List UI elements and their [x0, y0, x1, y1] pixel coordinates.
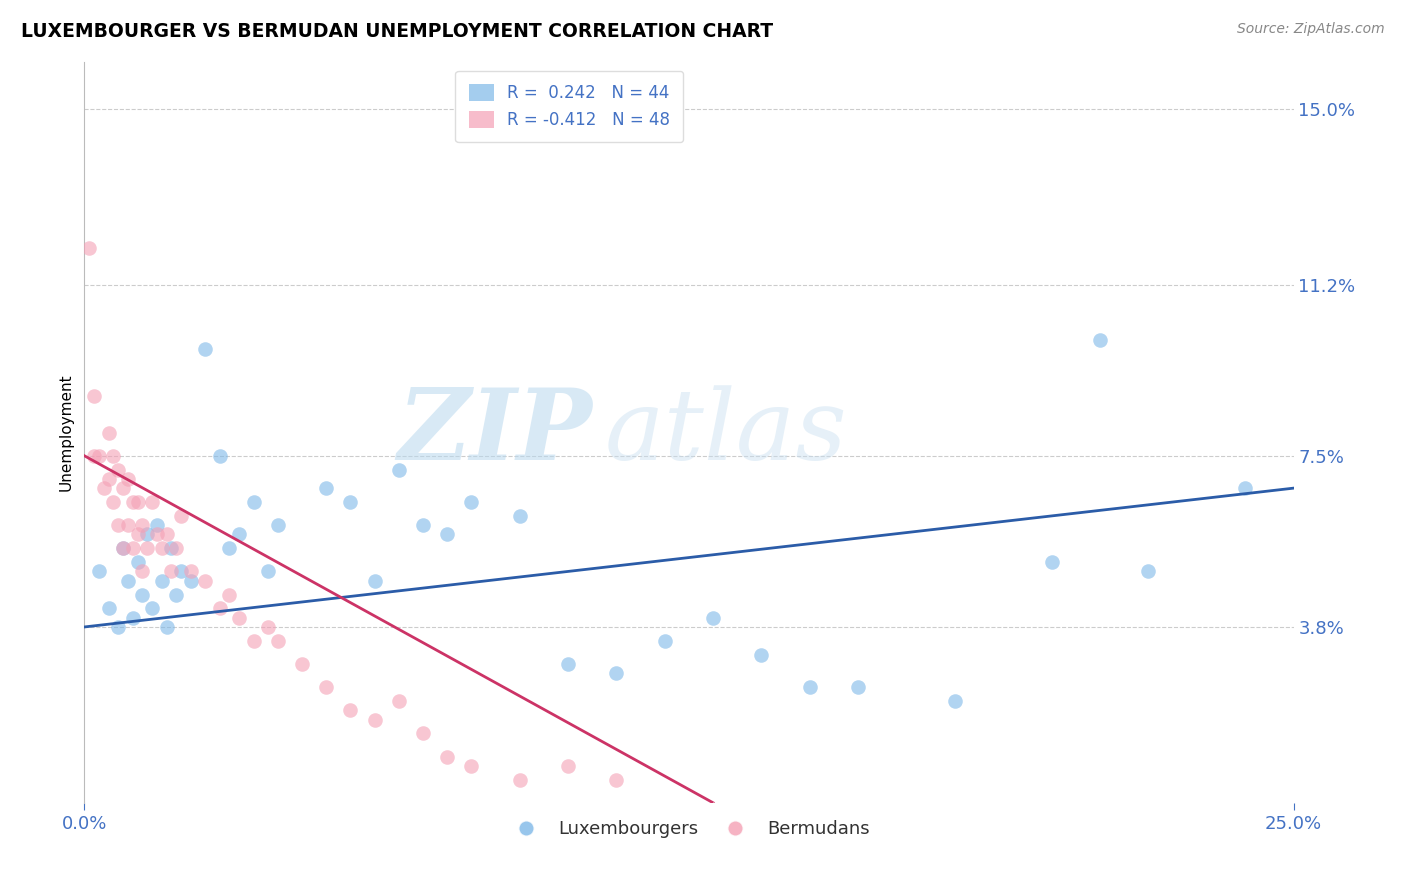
Point — [228, 611, 250, 625]
Text: LUXEMBOURGER VS BERMUDAN UNEMPLOYMENT CORRELATION CHART: LUXEMBOURGER VS BERMUDAN UNEMPLOYMENT CO… — [21, 22, 773, 41]
Point — [131, 588, 153, 602]
Point — [654, 633, 676, 648]
Point — [127, 555, 149, 569]
Point — [194, 574, 217, 588]
Point — [943, 694, 966, 708]
Point — [103, 495, 125, 509]
Point — [165, 541, 187, 556]
Text: atlas: atlas — [605, 385, 846, 480]
Point — [242, 495, 264, 509]
Point — [1137, 565, 1160, 579]
Point — [1040, 555, 1063, 569]
Point — [1088, 333, 1111, 347]
Point — [267, 633, 290, 648]
Point — [846, 680, 869, 694]
Point — [257, 620, 280, 634]
Point — [257, 565, 280, 579]
Point — [136, 527, 159, 541]
Point — [170, 565, 193, 579]
Point — [388, 694, 411, 708]
Point — [136, 541, 159, 556]
Point — [83, 389, 105, 403]
Point — [150, 574, 173, 588]
Point — [141, 601, 163, 615]
Point — [121, 611, 143, 625]
Point — [87, 565, 110, 579]
Point — [146, 527, 169, 541]
Point — [107, 518, 129, 533]
Point — [291, 657, 314, 671]
Point — [112, 541, 135, 556]
Point — [117, 574, 139, 588]
Point — [131, 565, 153, 579]
Point — [799, 680, 821, 694]
Legend: Luxembourgers, Bermudans: Luxembourgers, Bermudans — [501, 814, 877, 846]
Point — [208, 449, 231, 463]
Point — [267, 518, 290, 533]
Point — [97, 425, 120, 440]
Point — [208, 601, 231, 615]
Point — [107, 463, 129, 477]
Point — [150, 541, 173, 556]
Point — [103, 449, 125, 463]
Point — [509, 772, 531, 787]
Point — [97, 601, 120, 615]
Point — [605, 772, 627, 787]
Point — [160, 541, 183, 556]
Point — [127, 495, 149, 509]
Point — [112, 481, 135, 495]
Point — [557, 657, 579, 671]
Point — [751, 648, 773, 662]
Point — [155, 620, 177, 634]
Text: Source: ZipAtlas.com: Source: ZipAtlas.com — [1237, 22, 1385, 37]
Point — [117, 472, 139, 486]
Point — [121, 541, 143, 556]
Point — [93, 481, 115, 495]
Point — [436, 749, 458, 764]
Point — [228, 527, 250, 541]
Point — [180, 565, 202, 579]
Point — [97, 472, 120, 486]
Point — [141, 495, 163, 509]
Point — [127, 527, 149, 541]
Point — [363, 713, 385, 727]
Point — [315, 680, 337, 694]
Point — [242, 633, 264, 648]
Point — [180, 574, 202, 588]
Point — [1234, 481, 1257, 495]
Point — [83, 449, 105, 463]
Point — [146, 518, 169, 533]
Point — [339, 495, 361, 509]
Point — [117, 518, 139, 533]
Point — [131, 518, 153, 533]
Point — [165, 588, 187, 602]
Point — [112, 541, 135, 556]
Point — [363, 574, 385, 588]
Point — [194, 343, 217, 357]
Point — [412, 518, 434, 533]
Point — [87, 449, 110, 463]
Point — [160, 565, 183, 579]
Point — [509, 508, 531, 523]
Point — [436, 527, 458, 541]
Point — [460, 495, 482, 509]
Text: ZIP: ZIP — [398, 384, 592, 481]
Point — [460, 758, 482, 772]
Point — [170, 508, 193, 523]
Y-axis label: Unemployment: Unemployment — [58, 374, 73, 491]
Point — [155, 527, 177, 541]
Point — [218, 541, 240, 556]
Point — [107, 620, 129, 634]
Point — [218, 588, 240, 602]
Point — [557, 758, 579, 772]
Point — [77, 241, 100, 255]
Point — [315, 481, 337, 495]
Point — [605, 666, 627, 681]
Point — [388, 463, 411, 477]
Point — [412, 726, 434, 740]
Point — [702, 611, 724, 625]
Point — [339, 703, 361, 717]
Point — [121, 495, 143, 509]
